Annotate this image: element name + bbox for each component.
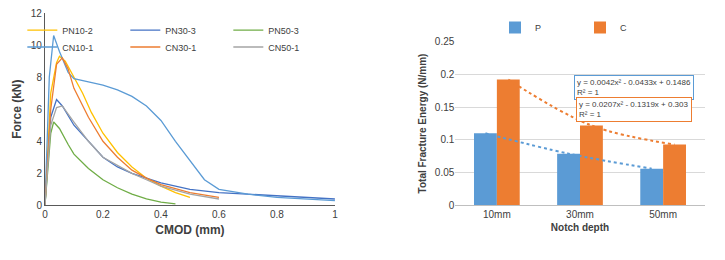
svg-text:0.1: 0.1 bbox=[440, 134, 454, 145]
svg-text:Total Fracture Energy (N/mm): Total Fracture Energy (N/mm) bbox=[417, 54, 428, 194]
svg-text:0.2: 0.2 bbox=[96, 209, 110, 220]
svg-text:0: 0 bbox=[36, 200, 42, 211]
svg-text:CN10-1: CN10-1 bbox=[62, 43, 93, 53]
svg-text:y = 0.0042x² - 0.0433x + 0.148: y = 0.0042x² - 0.0433x + 0.1486R² = 1 bbox=[577, 78, 691, 97]
svg-text:0.25: 0.25 bbox=[435, 36, 455, 47]
svg-text:y = 0.0207x² - 0.1319x + 0.303: y = 0.0207x² - 0.1319x + 0.303R² = 1 bbox=[579, 100, 689, 119]
svg-text:0.4: 0.4 bbox=[154, 209, 168, 220]
svg-text:10: 10 bbox=[31, 40, 43, 51]
svg-text:CMOD (mm): CMOD (mm) bbox=[155, 223, 224, 237]
svg-text:6: 6 bbox=[36, 104, 42, 115]
svg-text:PN10-2: PN10-2 bbox=[62, 26, 93, 36]
svg-text:C: C bbox=[620, 23, 627, 33]
svg-text:4: 4 bbox=[36, 136, 42, 147]
svg-text:0: 0 bbox=[449, 200, 455, 211]
svg-text:2: 2 bbox=[36, 168, 42, 179]
svg-text:P: P bbox=[535, 23, 541, 33]
svg-text:0.2: 0.2 bbox=[440, 69, 454, 80]
svg-text:0.05: 0.05 bbox=[435, 167, 455, 178]
svg-text:12: 12 bbox=[31, 8, 43, 19]
svg-text:0: 0 bbox=[42, 209, 48, 220]
svg-text:CN30-1: CN30-1 bbox=[165, 43, 196, 53]
svg-text:PN50-3: PN50-3 bbox=[268, 26, 299, 36]
svg-text:0.8: 0.8 bbox=[270, 209, 284, 220]
svg-text:PN30-3: PN30-3 bbox=[165, 26, 196, 36]
svg-text:10mm: 10mm bbox=[483, 209, 511, 220]
svg-text:0.15: 0.15 bbox=[435, 102, 455, 113]
svg-text:8: 8 bbox=[36, 72, 42, 83]
svg-text:0.6: 0.6 bbox=[212, 209, 226, 220]
svg-text:CN50-1: CN50-1 bbox=[268, 43, 299, 53]
svg-text:30mm: 30mm bbox=[566, 209, 594, 220]
svg-text:1: 1 bbox=[332, 209, 338, 220]
svg-text:Notch depth: Notch depth bbox=[551, 222, 609, 233]
svg-text:50mm: 50mm bbox=[649, 209, 677, 220]
svg-text:Force (kN): Force (kN) bbox=[10, 80, 24, 139]
